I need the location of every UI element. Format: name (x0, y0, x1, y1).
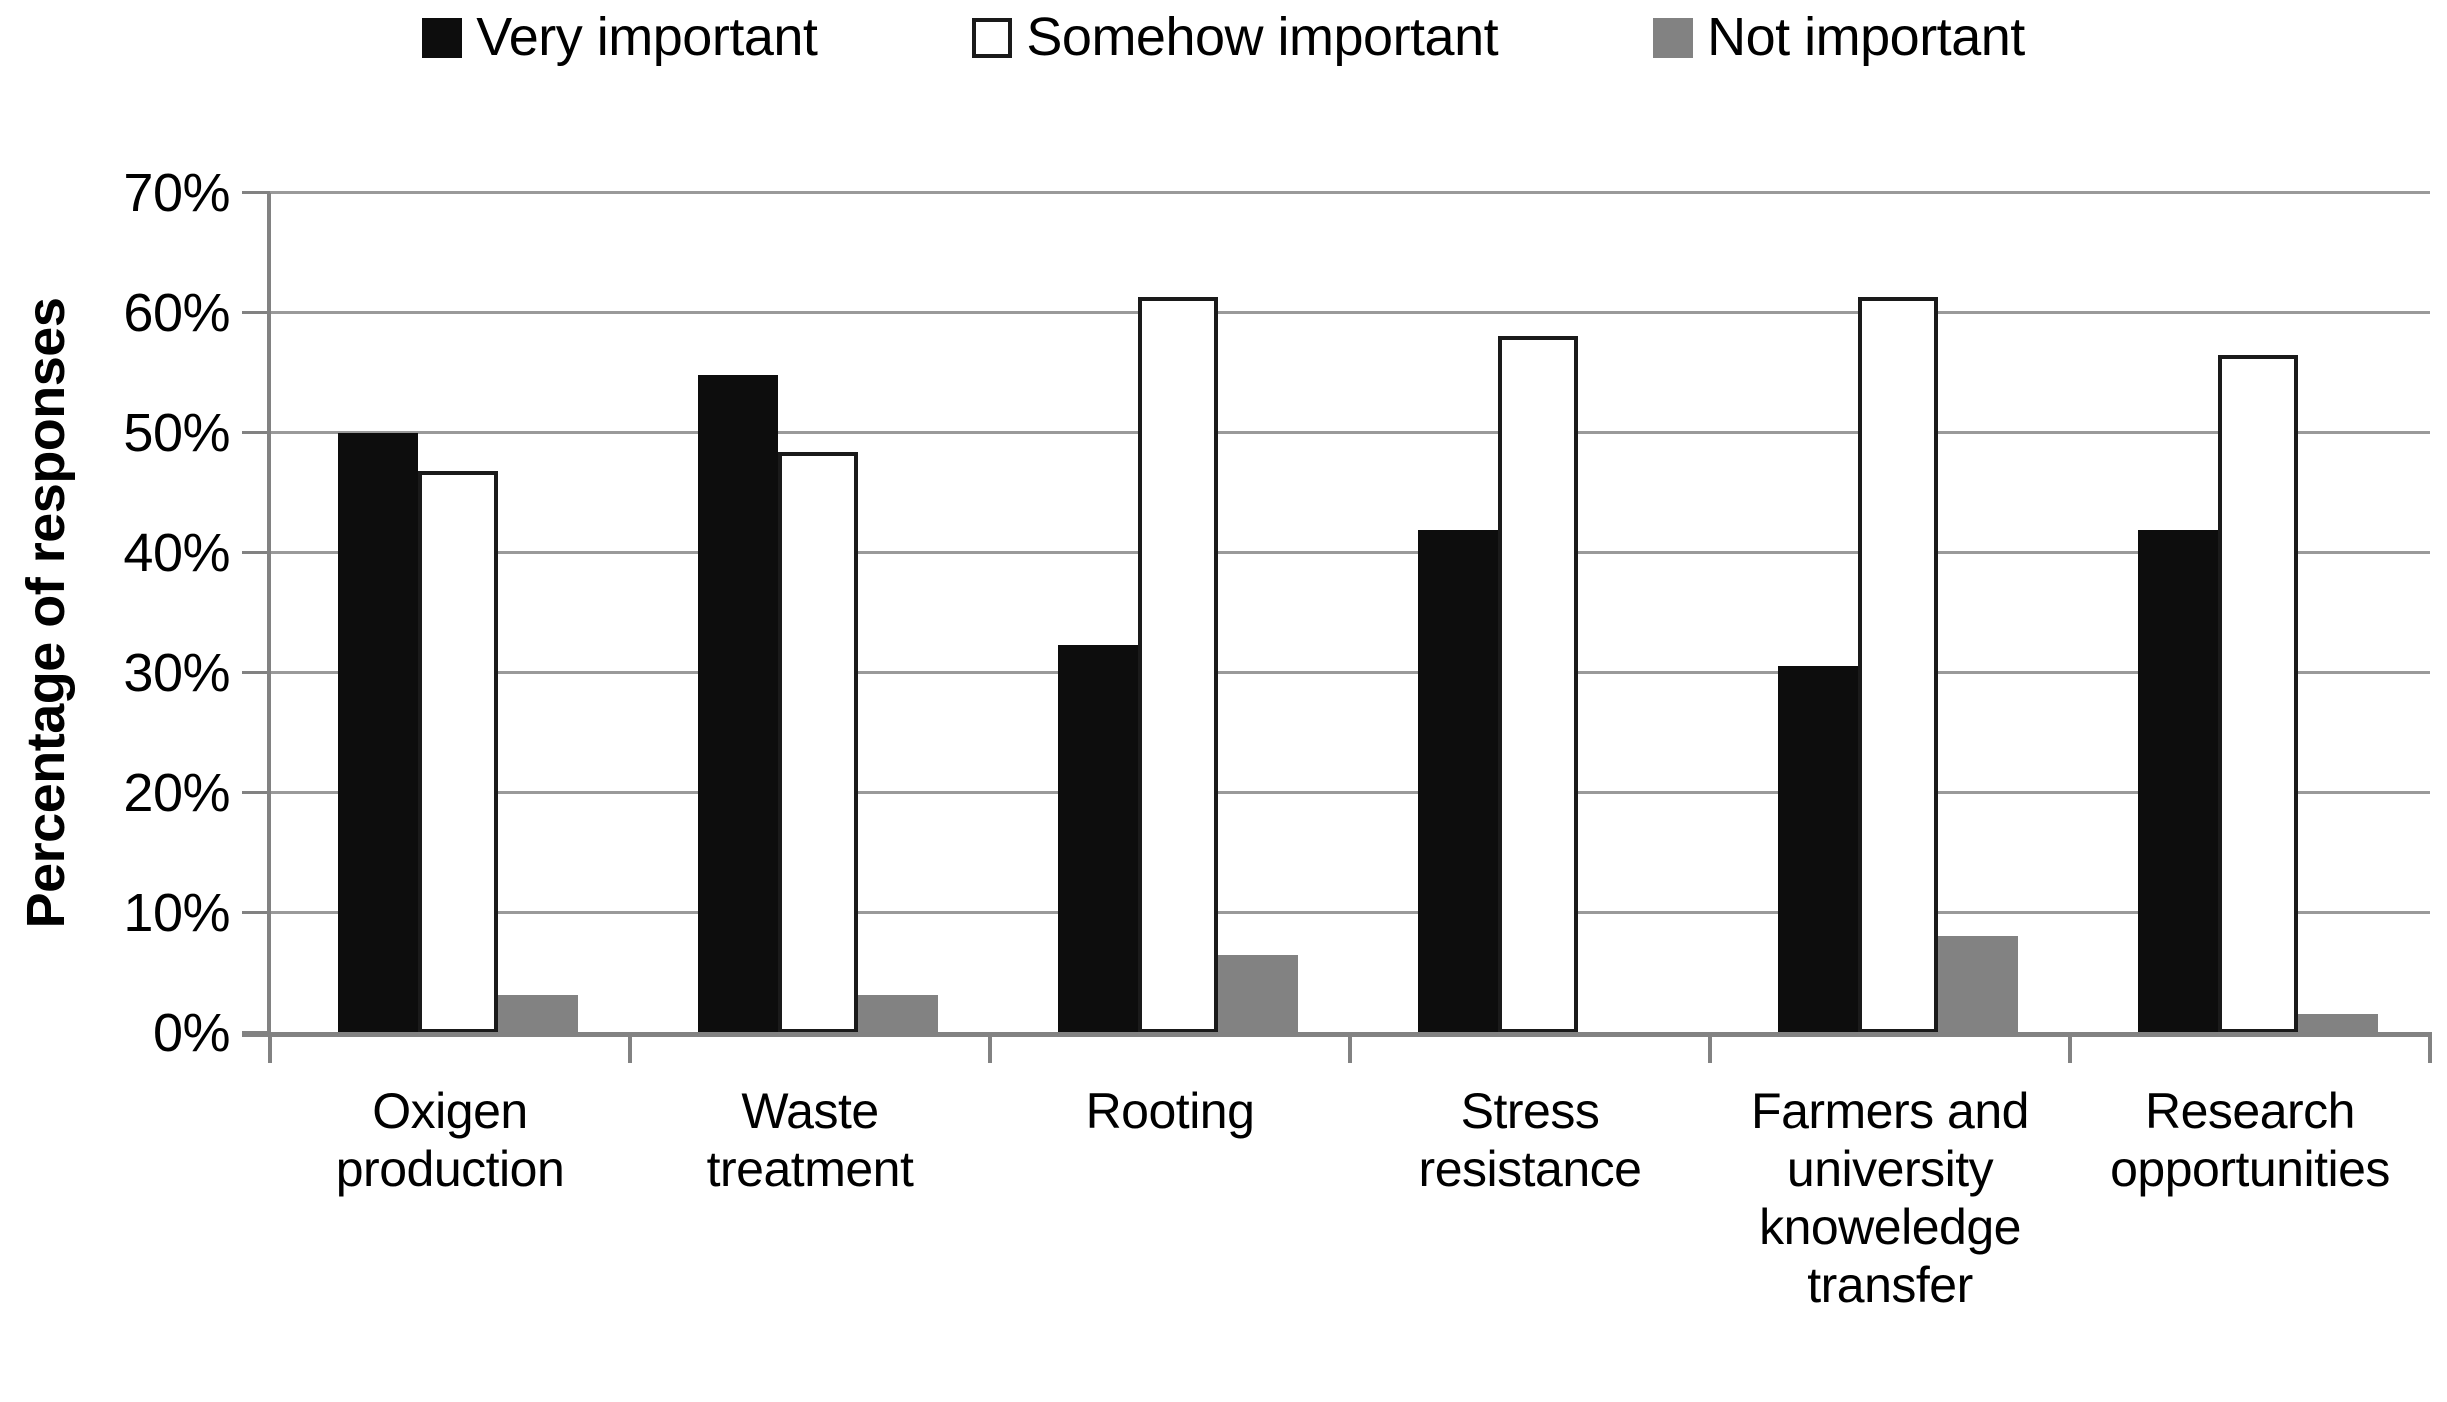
y-tick-label: 30% (123, 643, 230, 703)
x-tick-mark (988, 1037, 992, 1063)
y-tick-mark (242, 911, 270, 914)
gridline-70pct (270, 191, 2430, 194)
y-tick-label: 10% (123, 883, 230, 943)
x-tick-mark (2068, 1037, 2072, 1063)
bar-very-important-farmers-and (1778, 666, 1858, 1033)
y-tick-label: 50% (123, 403, 230, 463)
x-label-stress: Stress resistance (1418, 1083, 1642, 1197)
gridline-20pct (270, 791, 2430, 794)
legend-swatch-icon (972, 17, 1013, 58)
gridline-30pct (270, 671, 2430, 674)
gridline-50pct (270, 431, 2430, 434)
y-axis-title: Percentage of responses (16, 297, 76, 929)
y-tick-mark (242, 551, 270, 554)
legend-label: Very important (476, 7, 818, 67)
x-tick-mark (268, 1037, 272, 1063)
gridline-10pct (270, 911, 2430, 914)
y-tick-label: 0% (152, 1003, 231, 1063)
bar-somehow-important-oxigen (418, 471, 498, 1033)
y-axis-line (267, 193, 271, 1035)
bar-very-important-rooting (1058, 645, 1138, 1033)
x-label-rooting: Rooting (1085, 1083, 1255, 1139)
x-label-research: Research opportunities (2110, 1083, 2390, 1197)
x-tick-mark (2428, 1037, 2432, 1063)
legend-item-very-important: Very important (422, 7, 818, 67)
bar-somehow-important-rooting (1138, 297, 1218, 1033)
gridline-60pct (270, 311, 2430, 314)
legend-label: Not important (1707, 7, 2025, 67)
x-label-oxigen: Oxigen production (335, 1083, 565, 1197)
x-tick-mark (628, 1037, 632, 1063)
legend-item-somehow-important: Somehow important (972, 7, 1499, 67)
x-label-waste: Waste treatment (706, 1083, 914, 1197)
x-label-farmers-and: Farmers and university knoweledge transf… (1751, 1083, 2029, 1313)
chart-legend: Very important Somehow important Not impor… (0, 7, 2447, 67)
y-tick-mark (242, 671, 270, 674)
bar-somehow-important-stress (1498, 336, 1578, 1033)
bar-somehow-important-waste (778, 452, 858, 1033)
legend-label: Somehow important (1026, 7, 1499, 67)
bar-not-important-rooting (1218, 955, 1298, 1033)
legend-swatch-icon (1653, 17, 1694, 58)
y-tick-label: 60% (123, 283, 230, 343)
bar-very-important-research (2138, 530, 2218, 1033)
bar-not-important-oxigen (498, 995, 578, 1033)
x-axis-line (242, 1032, 2432, 1037)
y-tick-label: 20% (123, 763, 230, 823)
y-tick-label: 40% (123, 523, 230, 583)
y-tick-label: 70% (123, 163, 230, 223)
x-tick-mark (1348, 1037, 1352, 1063)
bar-not-important-waste (858, 995, 938, 1033)
y-tick-mark (242, 431, 270, 434)
bar-somehow-important-farmers-and (1858, 297, 1938, 1033)
gridline-40pct (270, 551, 2430, 554)
y-tick-mark (242, 311, 270, 314)
legend-item-not-important: Not important (1653, 7, 2025, 67)
y-tick-mark (242, 791, 270, 794)
bar-very-important-stress (1418, 530, 1498, 1033)
y-tick-mark (242, 191, 270, 194)
bar-very-important-oxigen (338, 433, 418, 1033)
bar-very-important-waste (698, 375, 778, 1033)
legend-swatch-icon (422, 17, 463, 58)
x-tick-mark (1708, 1037, 1712, 1063)
bar-not-important-research (2298, 1014, 2378, 1033)
bar-not-important-farmers-and (1938, 936, 2018, 1033)
bar-somehow-important-research (2218, 355, 2298, 1033)
